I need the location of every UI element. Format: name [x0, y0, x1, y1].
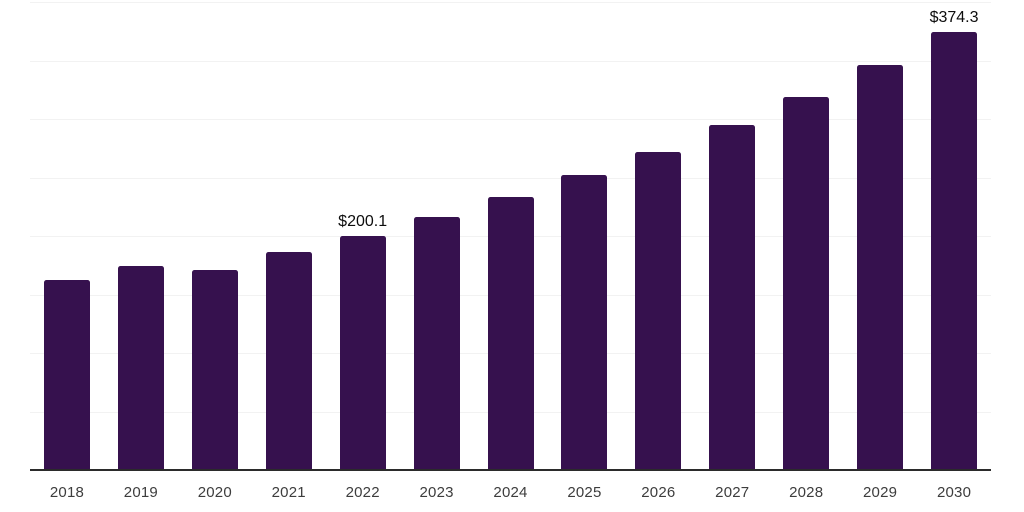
x-tick-label-2028: 2028 [789, 484, 824, 501]
value-label-2030: $374.3 [929, 9, 979, 27]
gridline [30, 119, 991, 120]
value-label-2022: $200.1 [338, 212, 388, 230]
x-tick-label-2022: 2022 [345, 484, 380, 501]
gridline [30, 60, 991, 62]
x-axis-line [30, 469, 991, 471]
bar-2028 [783, 96, 830, 470]
bar-2019 [117, 266, 164, 470]
x-tick-label-2021: 2021 [271, 484, 306, 501]
x-tick-label-2019: 2019 [123, 484, 158, 501]
bar-2023 [413, 217, 460, 470]
x-tick-label-2024: 2024 [493, 484, 528, 501]
x-tick-label-2026: 2026 [641, 484, 676, 501]
x-tick-label-2030: 2030 [936, 484, 972, 501]
bar-2024 [487, 197, 534, 470]
x-tick-label-2023: 2023 [419, 484, 454, 501]
bar-2025 [561, 175, 608, 470]
x-tick-label-2025: 2025 [567, 484, 602, 501]
gridline [30, 177, 991, 179]
bar-2027 [709, 124, 756, 470]
bar-2029 [857, 65, 904, 470]
x-tick-label-2020: 2020 [197, 484, 232, 501]
bar-2020 [191, 269, 238, 470]
bar-2018 [43, 280, 90, 470]
x-tick-label-2018: 2018 [49, 484, 85, 501]
x-tick-label-2027: 2027 [715, 484, 750, 501]
bar-2021 [265, 252, 312, 470]
bar-2026 [635, 151, 682, 470]
bar-2022 [339, 235, 386, 470]
x-tick-label-2029: 2029 [863, 484, 898, 501]
gridline [30, 2, 991, 3]
bar-2030 [931, 32, 978, 470]
